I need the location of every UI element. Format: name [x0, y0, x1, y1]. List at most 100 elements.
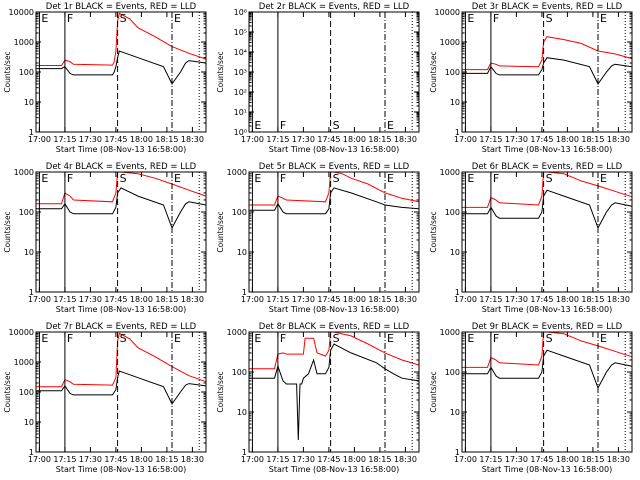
y-tick-label: 1	[455, 448, 460, 457]
x-tick-label: 18:00	[343, 135, 366, 144]
x-tick-label: 18:00	[130, 455, 153, 464]
x-tick-label: 17:15	[479, 455, 502, 464]
y-tick-label: 10	[450, 248, 460, 257]
x-tick-label: 17:45	[530, 455, 553, 464]
series-events	[36, 187, 207, 230]
y-tick-label: 1000	[440, 38, 460, 47]
x-tick-label: 17:15	[266, 295, 289, 304]
y-tick-label: 1	[455, 288, 460, 297]
marker-label: F	[280, 172, 286, 185]
y-axis-label: Counts/sec	[3, 211, 12, 252]
x-tick-label: 18:15	[581, 455, 604, 464]
x-tick-label: 17:15	[266, 455, 289, 464]
x-tick-label: 17:45	[104, 295, 127, 304]
marker-label: E	[41, 172, 48, 185]
series-events	[36, 370, 207, 405]
x-tick-label: 17:00	[454, 135, 477, 144]
y-tick-label: 100	[232, 368, 247, 377]
y-tick-label: 1000	[440, 328, 460, 337]
x-tick-label: 18:15	[155, 295, 178, 304]
series-lld	[36, 171, 207, 205]
plot-frame	[248, 331, 420, 453]
x-tick-label: 17:00	[241, 135, 264, 144]
y-tick-label: 10	[450, 98, 460, 107]
marker-label: E	[41, 12, 48, 25]
y-tick-label: 10⁰	[234, 128, 247, 137]
y-tick-label: 1000	[14, 168, 34, 177]
series-events	[462, 189, 633, 230]
y-tick-label: 10000	[9, 328, 34, 337]
panel-title: Det 6r BLACK = Events, RED = LLD	[472, 162, 623, 172]
x-tick-label: 18:30	[607, 455, 630, 464]
x-tick-label: 18:00	[130, 135, 153, 144]
y-tick-label: 10	[24, 418, 34, 427]
y-axis-label: Counts/sec	[216, 371, 225, 412]
y-tick-label: 1	[29, 128, 34, 137]
y-tick-label: 10¹	[234, 108, 247, 117]
x-tick-label: 18:00	[556, 455, 579, 464]
marker-label: S	[120, 332, 127, 345]
marker-label: E	[254, 119, 261, 132]
panel-title: Det 7r BLACK = Events, RED = LLD	[46, 322, 197, 332]
series-lld	[249, 331, 420, 370]
x-tick-label: 17:15	[53, 135, 76, 144]
series-events	[462, 57, 633, 85]
marker-label: E	[600, 12, 607, 25]
x-tick-label: 17:00	[28, 455, 51, 464]
marker-label: F	[280, 332, 286, 345]
y-tick-label: 100	[19, 208, 34, 217]
series-lld	[36, 12, 207, 66]
y-axis-label: Counts/sec	[216, 51, 225, 92]
y-tick-label: 1000	[227, 328, 247, 337]
marker-label: E	[174, 12, 181, 25]
x-tick-label: 17:30	[79, 295, 102, 304]
y-tick-label: 10⁵	[234, 28, 247, 37]
x-tick-label: 17:30	[292, 295, 315, 304]
x-tick-label: 18:30	[181, 135, 204, 144]
x-tick-label: 17:45	[317, 455, 340, 464]
y-tick-label: 100	[232, 208, 247, 217]
x-axis-label: Start Time (08-Nov-13 16:58:00)	[269, 305, 399, 314]
marker-label: E	[467, 172, 474, 185]
marker-label: F	[493, 12, 499, 25]
y-tick-label: 10000	[9, 8, 34, 17]
x-axis-label: Start Time (08-Nov-13 16:58:00)	[269, 145, 399, 154]
x-tick-label: 18:30	[607, 135, 630, 144]
marker-label: F	[67, 332, 73, 345]
marker-label: E	[41, 332, 48, 345]
x-tick-label: 17:00	[454, 455, 477, 464]
x-tick-label: 17:45	[530, 135, 553, 144]
y-axis-label: Counts/sec	[3, 371, 12, 412]
y-tick-label: 10	[24, 248, 34, 257]
x-tick-label: 18:15	[581, 135, 604, 144]
x-tick-label: 18:00	[130, 295, 153, 304]
marker-label: E	[254, 172, 261, 185]
x-tick-label: 17:00	[28, 295, 51, 304]
x-tick-label: 18:30	[607, 295, 630, 304]
panel-title: Det 9r BLACK = Events, RED = LLD	[472, 322, 623, 332]
x-tick-label: 18:00	[343, 455, 366, 464]
marker-label: E	[387, 119, 394, 132]
x-tick-label: 17:45	[317, 135, 340, 144]
x-tick-label: 17:30	[292, 455, 315, 464]
marker-label: E	[174, 332, 181, 345]
x-tick-label: 17:15	[479, 135, 502, 144]
marker-label: E	[254, 332, 261, 345]
x-tick-label: 17:30	[505, 295, 528, 304]
panel-title: Det 3r BLACK = Events, RED = LLD	[472, 2, 623, 12]
x-tick-label: 17:30	[79, 455, 102, 464]
y-tick-label: 1	[242, 288, 247, 297]
y-axis-label: Counts/sec	[429, 371, 438, 412]
x-tick-label: 18:15	[155, 455, 178, 464]
y-axis-label: Counts/sec	[429, 51, 438, 92]
plot-frame	[35, 171, 207, 293]
y-tick-label: 100	[445, 68, 460, 77]
panel-title: Det 1r BLACK = Events, RED = LLD	[46, 2, 197, 12]
x-tick-label: 18:00	[556, 135, 579, 144]
